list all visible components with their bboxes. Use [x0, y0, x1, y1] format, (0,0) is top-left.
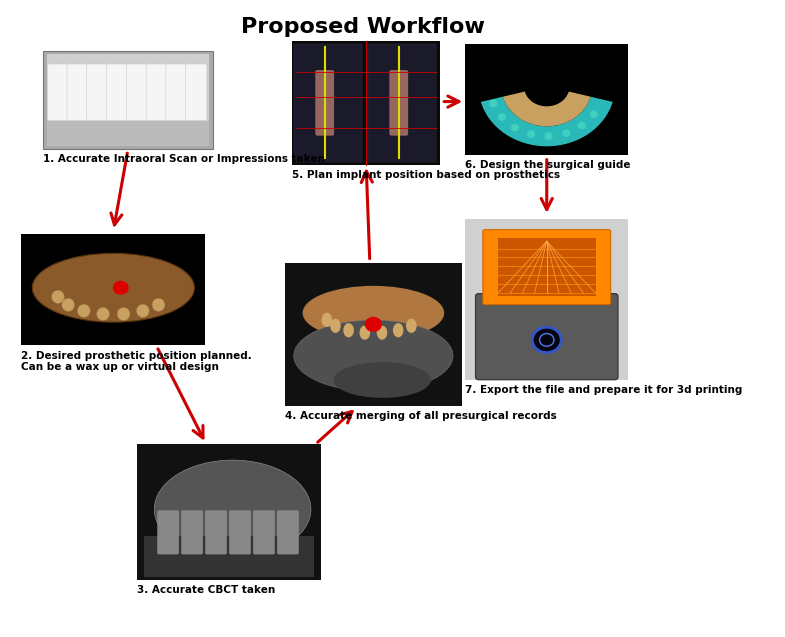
Ellipse shape	[62, 298, 75, 311]
Ellipse shape	[392, 323, 403, 338]
Ellipse shape	[294, 320, 453, 391]
FancyBboxPatch shape	[229, 511, 250, 554]
Bar	[46, 121, 209, 146]
Circle shape	[532, 327, 561, 353]
Ellipse shape	[590, 110, 598, 118]
Ellipse shape	[152, 298, 165, 311]
Bar	[46, 54, 209, 146]
FancyBboxPatch shape	[206, 511, 227, 554]
Text: 6. Design the surgical guide: 6. Design the surgical guide	[466, 161, 631, 170]
Bar	[466, 218, 628, 380]
Text: 3. Accurate CBCT taken: 3. Accurate CBCT taken	[137, 585, 275, 595]
Ellipse shape	[527, 131, 535, 138]
Ellipse shape	[498, 113, 506, 121]
Ellipse shape	[78, 304, 90, 317]
Ellipse shape	[489, 99, 498, 107]
Ellipse shape	[562, 129, 570, 137]
Bar	[137, 444, 321, 580]
Circle shape	[365, 317, 382, 332]
Ellipse shape	[578, 122, 586, 129]
Text: 4. Accurate merging of all presurgical records: 4. Accurate merging of all presurgical r…	[285, 411, 557, 421]
Ellipse shape	[97, 307, 110, 320]
Bar	[466, 44, 628, 155]
Bar	[43, 50, 213, 149]
Wedge shape	[481, 97, 612, 147]
Text: 2. Desired prosthetic position planned.
Can be a wax up or virtual design: 2. Desired prosthetic position planned. …	[21, 350, 252, 372]
FancyBboxPatch shape	[389, 70, 408, 136]
Ellipse shape	[377, 326, 387, 340]
Wedge shape	[503, 92, 591, 126]
Ellipse shape	[32, 254, 195, 322]
Ellipse shape	[137, 304, 149, 317]
Circle shape	[113, 281, 129, 295]
FancyBboxPatch shape	[483, 230, 611, 304]
Bar	[285, 263, 462, 406]
Ellipse shape	[406, 318, 417, 333]
FancyBboxPatch shape	[126, 64, 148, 120]
Ellipse shape	[511, 124, 519, 131]
FancyBboxPatch shape	[67, 64, 88, 120]
Ellipse shape	[360, 326, 370, 340]
FancyBboxPatch shape	[254, 511, 275, 554]
Ellipse shape	[302, 286, 444, 340]
FancyBboxPatch shape	[146, 64, 167, 120]
FancyBboxPatch shape	[158, 511, 179, 554]
Bar	[367, 44, 436, 162]
FancyBboxPatch shape	[498, 238, 596, 296]
Ellipse shape	[155, 460, 311, 558]
Text: 7. Export the file and prepare it for 3d printing: 7. Export the file and prepare it for 3d…	[466, 385, 743, 396]
FancyBboxPatch shape	[47, 64, 68, 120]
FancyBboxPatch shape	[186, 64, 207, 120]
FancyBboxPatch shape	[107, 64, 128, 120]
Text: Proposed Workflow: Proposed Workflow	[241, 17, 484, 37]
Text: 5. Plan implant position based on prosthetics: 5. Plan implant position based on prosth…	[292, 170, 560, 180]
Bar	[294, 44, 362, 162]
Ellipse shape	[545, 132, 553, 140]
Ellipse shape	[117, 307, 130, 320]
FancyBboxPatch shape	[144, 536, 314, 577]
Ellipse shape	[52, 290, 64, 303]
FancyBboxPatch shape	[181, 511, 203, 554]
Ellipse shape	[334, 362, 431, 398]
Ellipse shape	[330, 318, 341, 333]
FancyBboxPatch shape	[277, 511, 298, 554]
Ellipse shape	[322, 313, 332, 327]
Bar	[21, 234, 206, 345]
FancyBboxPatch shape	[316, 70, 334, 136]
FancyBboxPatch shape	[166, 64, 187, 120]
FancyBboxPatch shape	[476, 294, 618, 380]
Text: 1. Accurate Intraoral Scan or Impressions taken: 1. Accurate Intraoral Scan or Impression…	[43, 154, 325, 164]
FancyBboxPatch shape	[87, 64, 108, 120]
Bar	[292, 41, 440, 165]
Ellipse shape	[343, 323, 354, 338]
